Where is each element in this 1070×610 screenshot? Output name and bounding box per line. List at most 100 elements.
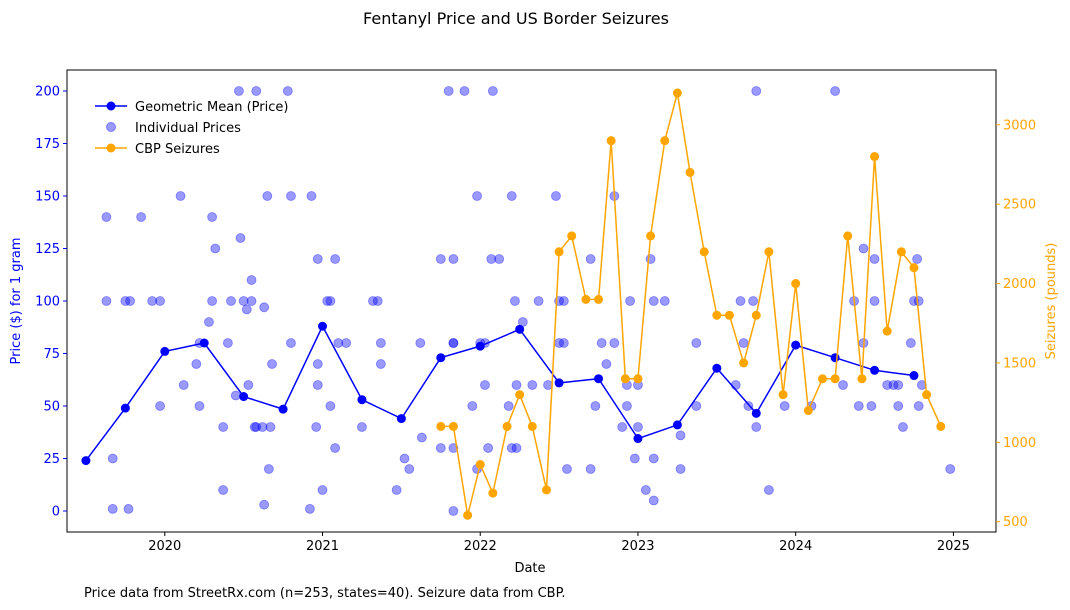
geometric-mean-point (751, 408, 761, 418)
cbp-seizures-point (843, 231, 853, 241)
price-scatter-point (123, 503, 134, 514)
price-scatter-point (262, 191, 273, 201)
price-scatter-point (659, 296, 670, 306)
price-scatter-point (235, 233, 246, 243)
price-scatter-point (882, 380, 893, 390)
price-scatter-point (585, 464, 596, 474)
geometric-mean-point (594, 374, 604, 384)
cbp-seizures-point (778, 390, 788, 400)
geometric-mean-point (278, 404, 288, 414)
y-right-tick-label: 3000 (1003, 118, 1036, 133)
price-scatter-point (210, 243, 221, 254)
price-scatter-point (241, 304, 252, 315)
plot-area (81, 86, 956, 520)
legend-scatter-label: Individual Prices (135, 121, 241, 136)
price-scatter-point (435, 443, 446, 453)
price-scatter-point (333, 338, 344, 348)
price-scatter-point (648, 495, 659, 506)
price-scatter-point (286, 191, 296, 201)
y-left-tick-label: 175 (35, 137, 60, 152)
price-scatter-point (136, 212, 147, 222)
price-scatter-point (448, 338, 459, 348)
price-scatter-point (625, 296, 635, 306)
price-scatter-point (735, 296, 746, 306)
price-scatter-point (675, 430, 686, 441)
cbp-seizures-point (606, 136, 616, 146)
price-scatter-point (330, 254, 341, 264)
price-scatter-point (404, 464, 415, 474)
price-scatter-point (372, 296, 383, 306)
cbp-seizures-point (436, 421, 446, 431)
cbp-seizures-point (922, 390, 932, 400)
footnote: Price data from StreetRx.com (n=253, sta… (84, 586, 566, 601)
price-scatter-point (691, 338, 702, 348)
x-axis: 2020 2021 2022 2023 2024 2025 (148, 532, 970, 554)
price-scatter-point (312, 380, 323, 390)
cbp-seizures-point (739, 358, 749, 368)
price-scatter-point (869, 254, 880, 264)
price-scatter-point (375, 359, 386, 369)
price-scatter-point (596, 338, 607, 348)
x-tick-label: 2023 (621, 539, 654, 554)
y-left-tick-label: 50 (43, 400, 60, 415)
price-scatter-point (415, 338, 426, 348)
price-scatter-point (472, 191, 482, 201)
price-scatter-point (251, 86, 262, 96)
price-scatter-point (858, 243, 869, 254)
cbp-seizures-point (541, 485, 551, 495)
price-scatter-point (448, 506, 459, 516)
legend-seizure-marker (106, 143, 116, 153)
cbp-seizures-point (567, 231, 577, 241)
price-scatter-point (312, 359, 323, 369)
price-scatter-point (913, 296, 924, 306)
cbp-seizures-point (896, 247, 906, 257)
geometric-mean-point (396, 414, 406, 424)
geometric-mean-point (199, 338, 209, 348)
geometric-mean-point (436, 353, 446, 363)
cbp-seizures-point (594, 294, 604, 304)
y-axis-right-label: Seizures (pounds) (1044, 243, 1059, 360)
y-left-tick-label: 125 (35, 242, 60, 257)
cbp-seizures-point (830, 374, 840, 384)
cbp-seizures-point (620, 374, 630, 384)
price-scatter-point (866, 401, 877, 411)
price-scatter-point (763, 485, 774, 495)
price-scatter-point (101, 212, 112, 222)
cbp-seizures-point (527, 421, 537, 431)
cbp-seizures-point (633, 374, 643, 384)
geometric-mean-point (120, 403, 130, 413)
geometric-mean-point (357, 395, 367, 405)
price-scatter-point (893, 401, 904, 411)
price-scatter-point (601, 359, 612, 369)
geometric-mean-point (791, 340, 801, 350)
price-scatter-point (191, 359, 202, 369)
price-scatter-point (259, 302, 270, 313)
price-scatter-point (838, 380, 848, 390)
cbp-seizures-point (672, 88, 682, 98)
price-scatter-point (905, 338, 916, 348)
price-scatter-point (558, 296, 569, 306)
price-scatter-point (510, 296, 520, 306)
x-tick-label: 2025 (937, 539, 970, 554)
price-scatter-point (480, 380, 490, 390)
cbp-seizures-point (515, 390, 525, 400)
price-scatter-point (416, 432, 427, 443)
cbp-seizures-point (818, 374, 828, 384)
price-scatter-point (243, 380, 254, 390)
price-scatter-point (888, 380, 899, 390)
price-scatter-point (435, 254, 446, 264)
price-scatter-point (443, 86, 454, 96)
price-scatter-point (226, 296, 236, 306)
price-scatter-point (898, 422, 908, 432)
price-scatter-point (448, 443, 459, 453)
price-scatter-point (448, 338, 459, 348)
price-scatter-point (629, 453, 640, 464)
geometric-mean-point (475, 341, 485, 351)
price-scatter-point (218, 422, 229, 432)
price-scatter-point (912, 254, 923, 264)
price-scatter-point (391, 485, 402, 495)
legend-scatter-marker (106, 122, 116, 132)
geometric-mean-point (909, 371, 919, 381)
y-left-tick-label: 100 (35, 295, 60, 310)
geometric-mean-point (672, 420, 682, 430)
